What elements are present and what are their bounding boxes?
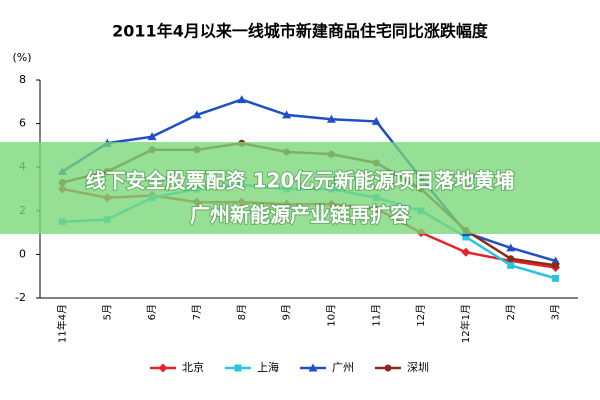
x-tick-label: 5月 [101, 304, 113, 320]
point [192, 110, 202, 119]
y-tick-label: 6 [19, 117, 26, 130]
x-tick-label: 6月 [146, 304, 158, 320]
y-tick-label: -2 [15, 291, 26, 304]
point [326, 114, 336, 123]
legend-marker [308, 363, 318, 372]
y-tick-label: 8 [19, 73, 26, 86]
x-tick-label: 12月 [415, 304, 427, 327]
x-tick-label: 3月 [550, 304, 562, 320]
point [282, 110, 292, 119]
point [552, 261, 560, 269]
legend-label: 上海 [257, 360, 279, 374]
x-tick-label: 11月 [370, 304, 382, 327]
x-tick-label: 8月 [236, 304, 248, 320]
legend-marker [158, 363, 168, 373]
legend-marker [384, 364, 392, 372]
point [462, 233, 470, 241]
x-tick-label: 7月 [191, 304, 203, 320]
point [552, 274, 560, 282]
overlay-text: 线下安全股票配资 120亿元新能源项目落地黄埔 [86, 169, 515, 193]
y-axis-label: (%) [12, 51, 31, 64]
overlay-banner [0, 142, 600, 234]
legend-marker [234, 364, 242, 372]
x-tick-label: 11年4月 [55, 304, 68, 343]
x-tick-label: 10月 [325, 304, 337, 327]
x-tick-label: 12年1月 [459, 304, 472, 343]
legend-label: 北京 [182, 360, 204, 374]
legend-label: 深圳 [407, 361, 429, 374]
point [507, 261, 515, 269]
point [507, 255, 515, 263]
point [506, 243, 516, 252]
chart-title: 2011年4月以来一线城市新建商品住宅同比涨跌幅度 [112, 22, 489, 41]
point [461, 247, 471, 257]
x-tick-label: 2月 [505, 304, 517, 320]
overlay-text: 广州新能源产业链再扩容 [190, 203, 410, 227]
legend-label: 广州 [332, 361, 354, 374]
x-tick-label: 9月 [281, 304, 293, 320]
y-tick-label: 0 [19, 247, 26, 260]
point [147, 132, 157, 141]
point [371, 116, 381, 125]
point [237, 95, 247, 104]
point [551, 256, 561, 265]
